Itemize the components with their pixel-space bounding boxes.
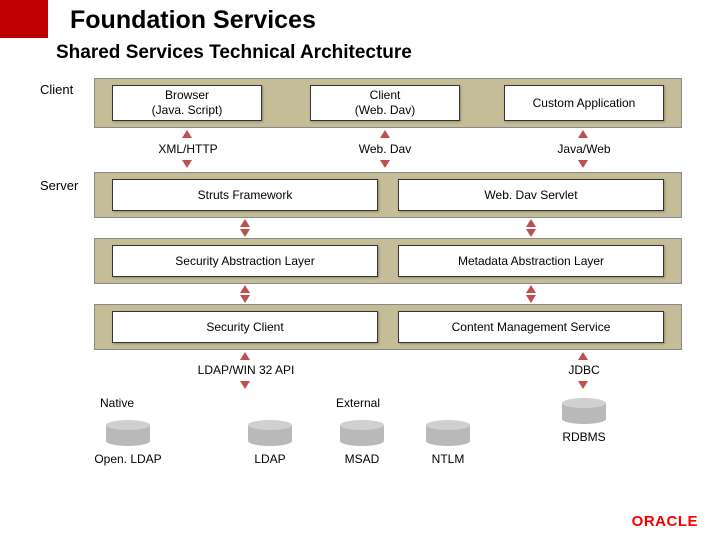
proto-ldapwin32: LDAP/WIN 32 API	[178, 363, 314, 377]
arrow-icon	[526, 219, 536, 227]
arrow-icon	[380, 160, 390, 168]
box-custom-app: Custom Application	[504, 85, 664, 121]
proto-webdav: Web. Dav	[340, 142, 430, 156]
arrow-icon	[240, 381, 250, 389]
arrow-icon	[578, 130, 588, 138]
box-security-client: Security Client	[112, 311, 378, 343]
tier-label-server: Server	[40, 178, 78, 193]
box-browser: Browser (Java. Script)	[112, 85, 262, 121]
section-native: Native	[100, 396, 134, 410]
db-ldap: LDAP	[232, 452, 308, 466]
db-icon	[562, 398, 606, 424]
arrow-icon	[182, 160, 192, 168]
page-title: Foundation Services	[70, 6, 316, 35]
box-metadata-abs: Metadata Abstraction Layer	[398, 245, 664, 277]
db-msad: MSAD	[326, 452, 398, 466]
db-icon	[426, 420, 470, 446]
arrow-icon	[526, 229, 536, 237]
proto-jdbc: JDBC	[552, 363, 616, 377]
box-security-abs: Security Abstraction Layer	[112, 245, 378, 277]
page-subtitle: Shared Services Technical Architecture	[56, 42, 412, 64]
arrow-icon	[380, 130, 390, 138]
box-cms: Content Management Service	[398, 311, 664, 343]
section-external: External	[336, 396, 380, 410]
box-webdav-servlet: Web. Dav Servlet	[398, 179, 664, 211]
tier-label-client: Client	[40, 82, 73, 97]
arrow-icon	[526, 285, 536, 293]
proto-xml: XML/HTTP	[140, 142, 236, 156]
arrow-icon	[578, 381, 588, 389]
arrow-icon	[578, 160, 588, 168]
arrow-icon	[240, 229, 250, 237]
arrow-icon	[240, 295, 250, 303]
box-client-webdav: Client (Web. Dav)	[310, 85, 460, 121]
box-struts: Struts Framework	[112, 179, 378, 211]
db-openldap: Open. LDAP	[86, 452, 170, 466]
brand-block	[0, 0, 48, 38]
arrow-icon	[240, 285, 250, 293]
arrow-icon	[240, 219, 250, 227]
proto-javaweb: Java/Web	[540, 142, 628, 156]
arrow-icon	[578, 352, 588, 360]
db-icon	[340, 420, 384, 446]
arrow-icon	[240, 352, 250, 360]
db-ntlm: NTLM	[412, 452, 484, 466]
arrow-icon	[526, 295, 536, 303]
db-icon	[248, 420, 292, 446]
db-icon	[106, 420, 150, 446]
oracle-logo: ORACLE	[632, 513, 698, 530]
db-rdbms: RDBMS	[546, 430, 622, 444]
arrow-icon	[182, 130, 192, 138]
